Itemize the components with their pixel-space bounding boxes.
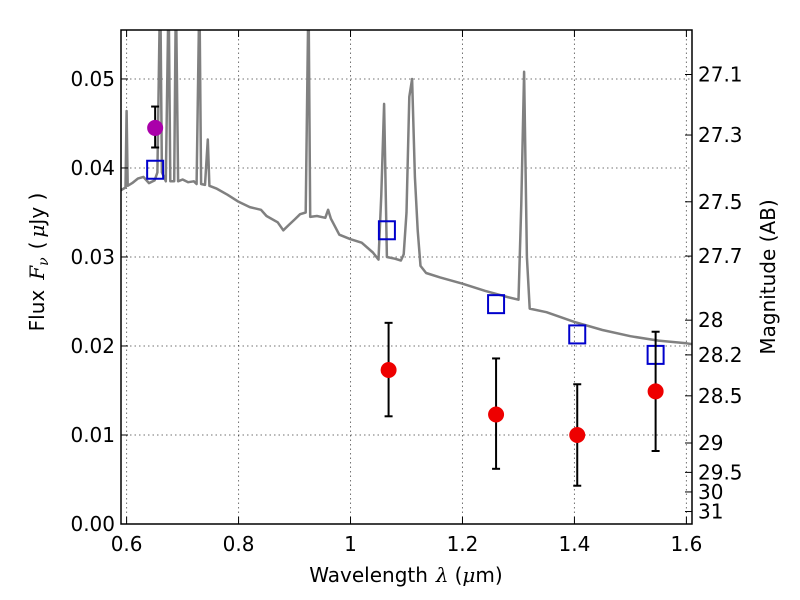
y-tick-label: 0.04 xyxy=(70,156,115,180)
x-tick-label: 1.2 xyxy=(447,532,479,556)
model-spectrum-line xyxy=(121,30,692,346)
model-bandpass-marker xyxy=(377,220,396,241)
right-tick-label: 28 xyxy=(698,308,723,332)
marker-layer xyxy=(146,105,665,487)
y-tick-label: 0.00 xyxy=(70,512,115,536)
x-axis-label: Wavelength λ (μm) xyxy=(309,563,502,587)
right-tick-label: 31 xyxy=(698,500,723,524)
ticks: 0.6 0.8 1 1.2 1.4 1.6 0.00 0.01 0.02 0.03 0.04 0.05… xyxy=(70,30,743,556)
model-bandpass-marker xyxy=(568,324,587,345)
right-tick-label: 29.5 xyxy=(698,460,743,484)
observed-flux-marker xyxy=(488,406,505,423)
y-tick-label: 0.01 xyxy=(70,423,115,447)
y-tick-label: 0.05 xyxy=(70,67,115,91)
right-tick-label: 27.7 xyxy=(698,244,743,268)
right-tick-label: 28.2 xyxy=(698,343,743,367)
y-tick-label: 0.02 xyxy=(70,334,115,358)
plot-background xyxy=(121,30,692,524)
x-tick-label: 0.8 xyxy=(223,532,255,556)
model-bandpass-marker xyxy=(146,159,165,180)
y-tick-label: 0.03 xyxy=(70,245,115,269)
y-axis-right-label: Magnitude (AB) xyxy=(756,199,780,354)
right-tick-label: 27.5 xyxy=(698,190,743,214)
observed-flux-marker xyxy=(569,426,586,443)
data-layer xyxy=(121,30,692,346)
x-tick-label: 1.4 xyxy=(559,532,591,556)
y-axis-label: FluxFν(μJy ) xyxy=(25,193,52,332)
x-tick-label: 1 xyxy=(344,532,357,556)
observed-flux-marker xyxy=(147,119,164,136)
model-bandpass-marker xyxy=(487,294,506,315)
right-tick-label: 28.5 xyxy=(698,384,743,408)
right-tick-label: 27.1 xyxy=(698,63,743,87)
plot-frame xyxy=(120,29,693,525)
right-tick-label: 30 xyxy=(698,480,723,504)
x-tick-label: 1.6 xyxy=(670,532,702,556)
observed-flux-marker xyxy=(647,383,664,400)
right-tick-label: 27.3 xyxy=(698,123,743,147)
right-tick-label: 29 xyxy=(698,431,723,455)
observed-flux-marker xyxy=(380,362,397,379)
x-tick-label: 0.6 xyxy=(111,532,143,556)
